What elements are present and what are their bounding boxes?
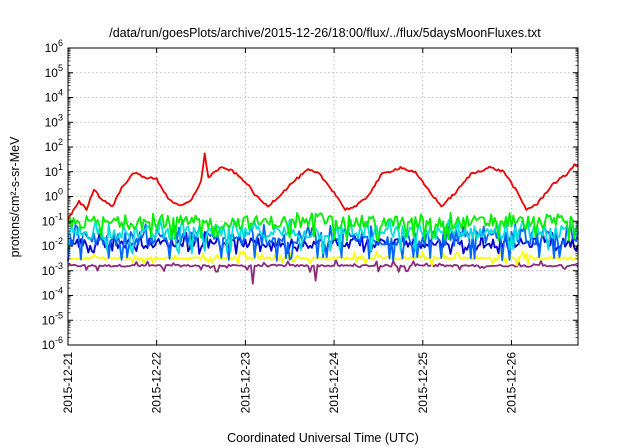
series-line-1 <box>67 152 579 221</box>
series-line-4 <box>67 223 579 262</box>
series-line-2 <box>67 211 579 242</box>
x-tick-label: 2015-12-22 <box>150 352 164 414</box>
series-line-7 <box>67 258 579 285</box>
x-axis-label: Coordinated Universal Time (UTC) <box>227 431 419 445</box>
x-tick-label: 2015-12-24 <box>327 352 341 414</box>
y-tick-label: 10-5 <box>42 310 63 327</box>
y-tick-label: 10-4 <box>42 286 63 303</box>
series-line-5 <box>67 231 579 255</box>
x-tick-label: 2015-12-21 <box>61 352 75 414</box>
y-tick-label: 10-3 <box>42 261 63 278</box>
y-tick-label: 100 <box>45 187 63 204</box>
y-tick-label: 101 <box>45 162 63 179</box>
x-tick-label: 2015-12-25 <box>416 352 430 414</box>
y-axis-label: protons/cm²-s-sr-MeV <box>8 136 22 258</box>
y-tick-label: 105 <box>45 63 63 80</box>
y-tick-label: 102 <box>45 137 63 154</box>
y-tick-label: 10-6 <box>42 335 63 352</box>
y-tick-label: 103 <box>45 112 63 129</box>
x-tick-label: 2015-12-23 <box>238 352 252 414</box>
grid-lines <box>68 48 578 345</box>
y-axis: 10-6 10-5 10-4 10-3 10-2 10-1 100 101 102 103 104 1… <box>42 38 578 352</box>
y-tick-label: 106 <box>45 38 63 55</box>
series-line-3 <box>67 218 579 255</box>
y-tick-label: 10-2 <box>42 236 63 253</box>
x-axis: 2015-12-21 2015-12-22 2015-12-23 2015-12-24… <box>61 48 518 413</box>
x-tick-label: 2015-12-26 <box>504 352 518 414</box>
y-tick-label: 104 <box>45 88 63 105</box>
chart-title: /data/run/goesPlots/archive/2015-12-26/1… <box>109 26 541 40</box>
series-layer <box>67 152 579 285</box>
y-tick-label: 10-1 <box>42 211 63 228</box>
